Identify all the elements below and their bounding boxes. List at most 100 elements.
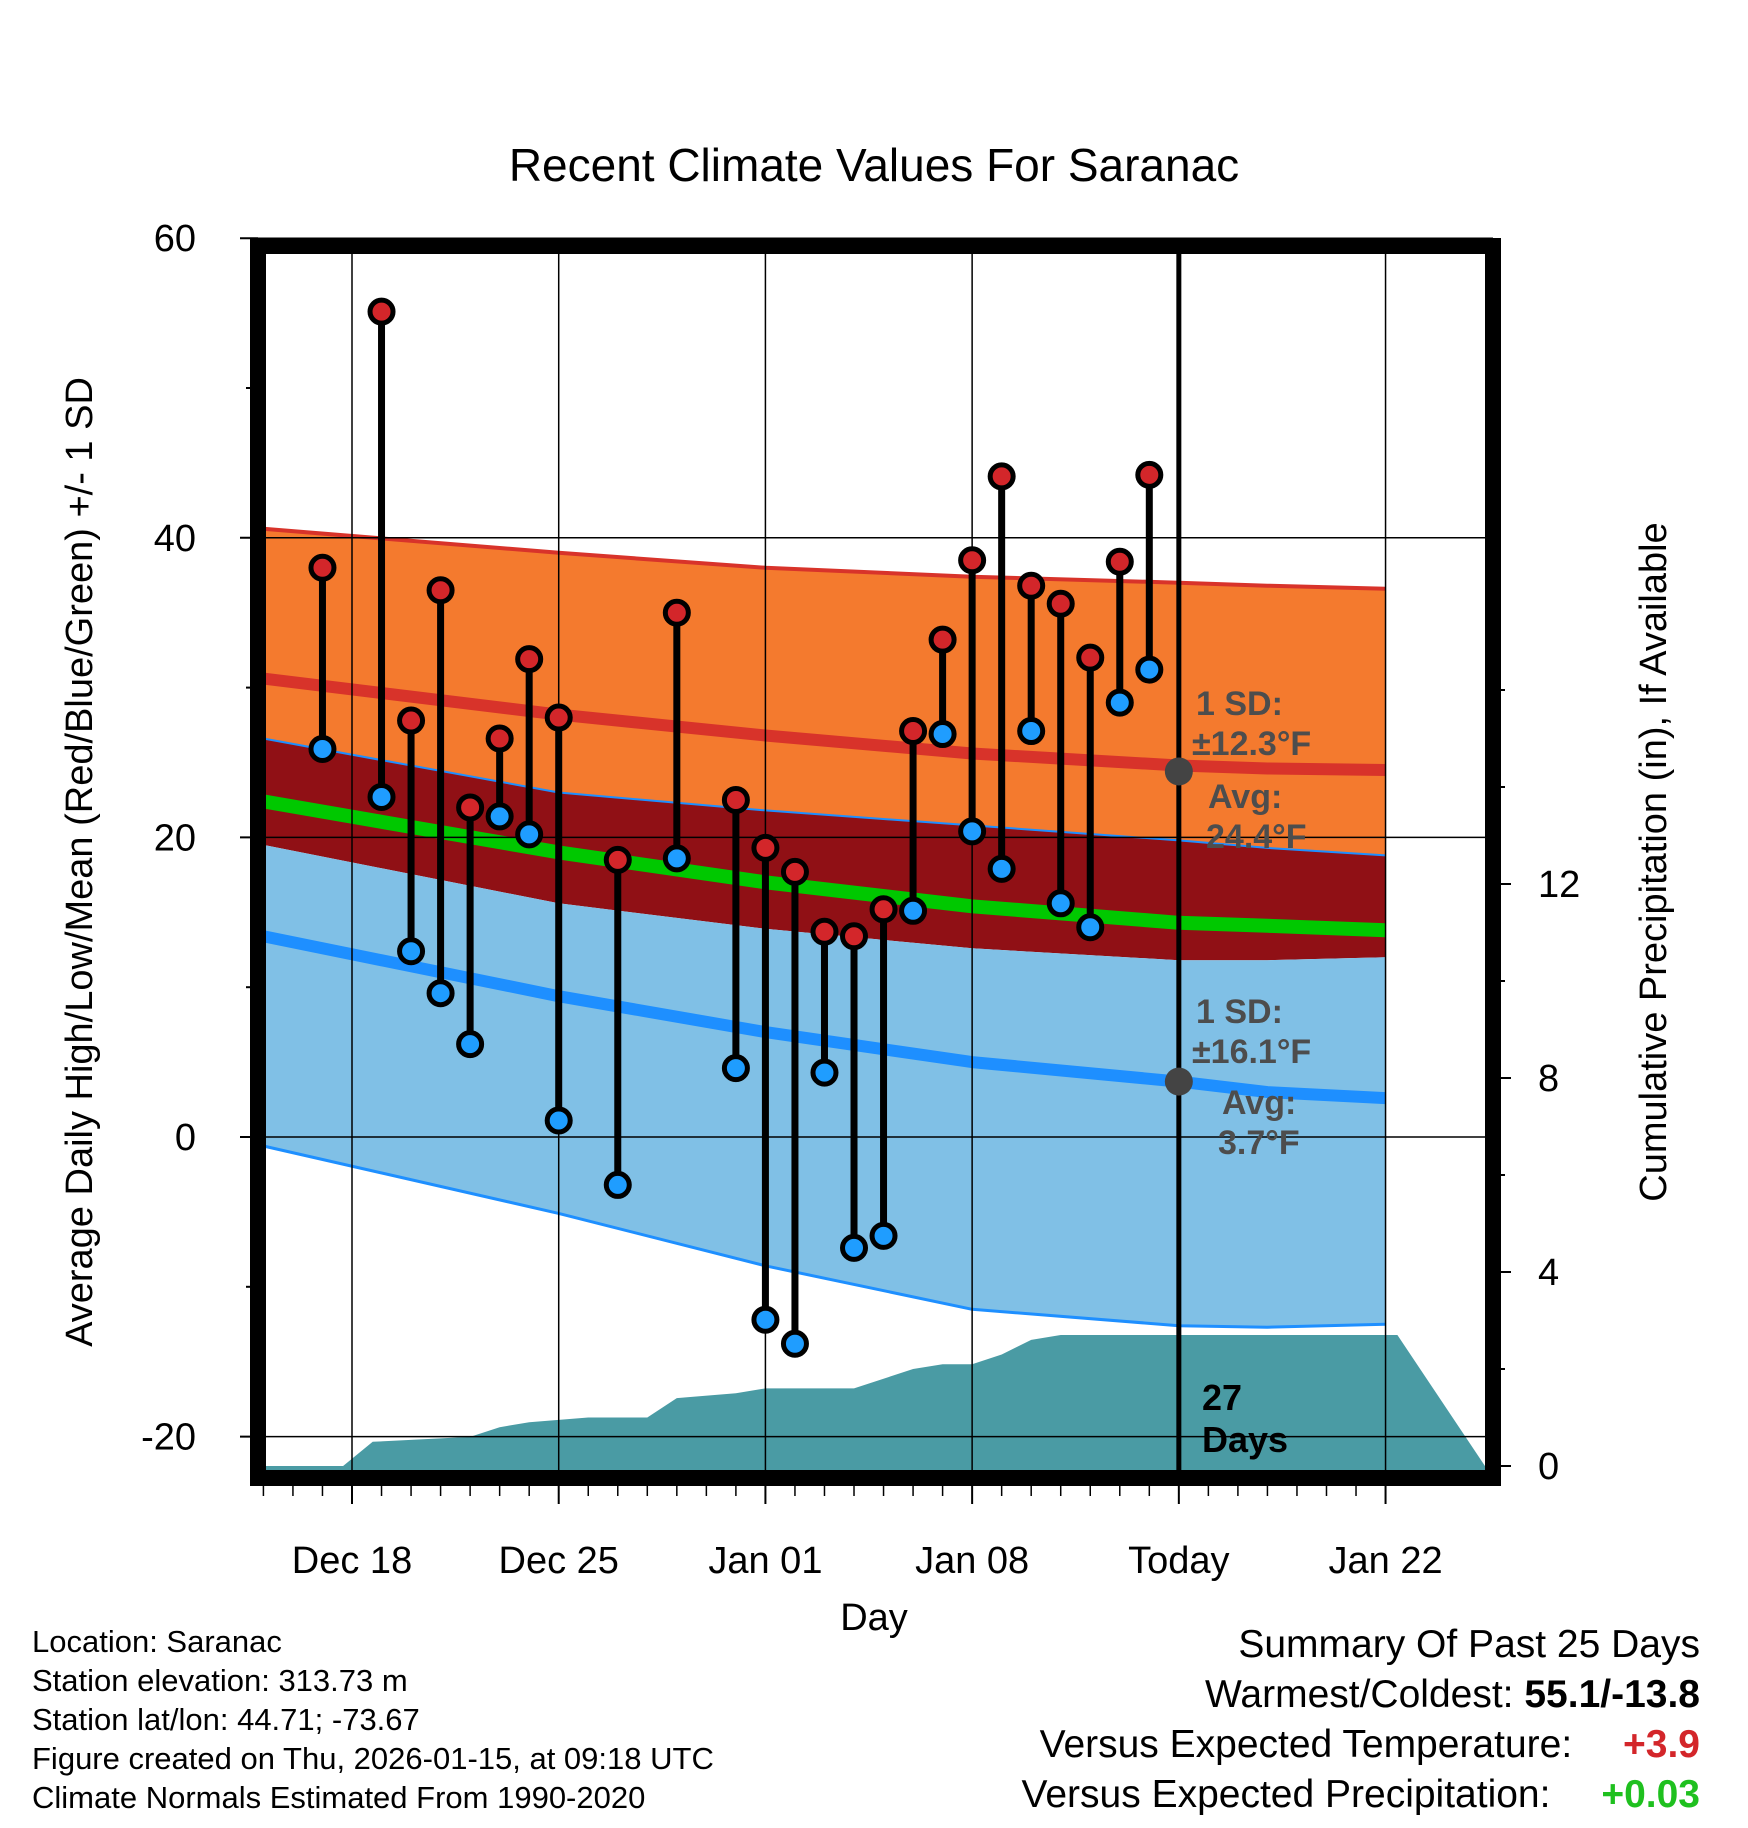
high-point-16 xyxy=(899,717,928,746)
y-tick-label-2: 20 xyxy=(154,817,196,859)
x-tick-label-2: Jan 01 xyxy=(708,1540,822,1582)
warmest-label: Warmest/Coldest: xyxy=(1205,1673,1514,1716)
y2-tick-label-3: 0 xyxy=(1538,1446,1559,1488)
plot-area xyxy=(258,526,1493,1478)
x-tick-label-3: Jan 08 xyxy=(915,1540,1029,1582)
low-avg-label: Avg: xyxy=(1222,1084,1296,1122)
temp-value: +3.9 xyxy=(1623,1723,1700,1766)
low-point-4 xyxy=(456,1030,485,1059)
high-point-18 xyxy=(958,546,987,575)
low-avg-value: 3.7°F xyxy=(1218,1124,1300,1162)
temp-row: Versus Expected Temperature: +3.9 xyxy=(1022,1720,1700,1770)
high-sd-value: ±12.3°F xyxy=(1192,725,1311,763)
high-sd-label: 1 SD: xyxy=(1196,685,1283,723)
high-point-21 xyxy=(1046,589,1075,618)
low-point-13 xyxy=(810,1058,839,1087)
low-point-18 xyxy=(958,817,987,846)
high-point-3 xyxy=(426,576,455,605)
low-sd-label: 1 SD: xyxy=(1196,993,1283,1031)
daily-bars xyxy=(318,311,1153,1344)
elevation-text: Station elevation: 313.73 m xyxy=(32,1663,408,1698)
high-point-7 xyxy=(544,703,573,732)
location-text: Location: Saranac xyxy=(32,1624,282,1659)
high-avg-label: Avg: xyxy=(1208,778,1282,816)
x-tick-label-0: Dec 18 xyxy=(292,1540,412,1582)
high-point-2 xyxy=(397,706,426,735)
low-point-14 xyxy=(840,1233,869,1262)
low-point-5 xyxy=(485,802,514,831)
high-point-17 xyxy=(928,625,957,654)
low-point-17 xyxy=(928,720,957,749)
high-point-6 xyxy=(515,645,544,674)
low-point-22 xyxy=(1076,913,1105,942)
right-axis-ticks: 12 8 4 0 xyxy=(1493,689,1580,1488)
summary-title: Summary Of Past 25 Days xyxy=(1238,1623,1700,1666)
plot-frame xyxy=(250,238,1501,1486)
high-point-19 xyxy=(987,462,1016,491)
precip-label: Versus Expected Precipitation: xyxy=(1021,1773,1551,1816)
high-point-5 xyxy=(485,724,514,753)
normals-text: Climate Normals Estimated From 1990-2020 xyxy=(32,1780,646,1815)
high-point-1 xyxy=(367,297,396,326)
precip-row: Versus Expected Precipitation: +0.03 xyxy=(1022,1770,1701,1820)
low-point-3 xyxy=(426,979,455,1008)
high-point-22 xyxy=(1076,643,1105,672)
low-point-19 xyxy=(987,854,1016,883)
y-tick-label-0: 60 xyxy=(154,218,196,260)
high-point-23 xyxy=(1105,547,1134,576)
low-point-16 xyxy=(899,896,928,925)
low-point-21 xyxy=(1046,889,1075,918)
days-label: Days xyxy=(1202,1419,1288,1460)
low-point-11 xyxy=(751,1305,780,1334)
warmest-row: Warmest/Coldest: 55.1/-13.8 xyxy=(1022,1670,1700,1720)
high-point-20 xyxy=(1017,571,1046,600)
low-point-0 xyxy=(308,735,337,764)
created-text: Figure created on Thu, 2026-01-15, at 09… xyxy=(32,1741,714,1776)
x-tick-label-4: Today xyxy=(1128,1540,1229,1582)
high-point-8 xyxy=(603,845,632,874)
summary-panel: Summary Of Past 25 Days Warmest/Coldest:… xyxy=(1022,1620,1701,1820)
high-avg-value: 24.4°F xyxy=(1206,818,1307,856)
low-point-23 xyxy=(1105,688,1134,717)
days-count: 27 xyxy=(1202,1377,1242,1418)
y2-tick-label-1: 8 xyxy=(1538,1058,1559,1100)
low-avg-point xyxy=(1164,1067,1193,1096)
low-point-12 xyxy=(780,1329,809,1358)
low-point-8 xyxy=(603,1170,632,1199)
left-axis-ticks: 60 40 20 0 -20 xyxy=(141,218,258,1459)
low-point-9 xyxy=(662,844,691,873)
x-tick-label-5: Jan 22 xyxy=(1329,1540,1443,1582)
station-info: Location: Saranac Station elevation: 313… xyxy=(32,1622,714,1817)
low-point-1 xyxy=(367,782,396,811)
low-point-15 xyxy=(869,1221,898,1250)
chart-title: Recent Climate Values For Saranac xyxy=(509,139,1239,191)
high-point-9 xyxy=(662,598,691,627)
y2-tick-label-0: 12 xyxy=(1538,864,1580,906)
high-point-10 xyxy=(721,785,750,814)
low-point-6 xyxy=(515,820,544,849)
warmest-value: 55.1/-13.8 xyxy=(1524,1673,1700,1716)
low-point-24 xyxy=(1135,655,1164,684)
y-axis-title: Average Daily High/Low/Mean (Red/Blue/Gr… xyxy=(59,377,101,1347)
low-point-7 xyxy=(544,1106,573,1135)
y-tick-label-1: 40 xyxy=(154,518,196,560)
high-point-24 xyxy=(1135,460,1164,489)
low-point-20 xyxy=(1017,717,1046,746)
latlon-text: Station lat/lon: 44.71; -73.67 xyxy=(32,1702,420,1737)
high-point-4 xyxy=(456,793,485,822)
high-point-15 xyxy=(869,895,898,924)
low-sd-value: ±16.1°F xyxy=(1192,1033,1311,1071)
mid-band xyxy=(263,738,1386,961)
temp-label: Versus Expected Temperature: xyxy=(1039,1723,1573,1766)
high-point-14 xyxy=(840,922,869,951)
low-point-10 xyxy=(721,1054,750,1083)
high-point-0 xyxy=(308,553,337,582)
high-point-13 xyxy=(810,917,839,946)
normals-bands xyxy=(258,526,1493,1478)
y-tick-label-3: 0 xyxy=(175,1117,196,1159)
high-point-12 xyxy=(780,857,809,886)
x-axis-title: Day xyxy=(840,1597,908,1639)
high-point-11 xyxy=(751,833,780,862)
